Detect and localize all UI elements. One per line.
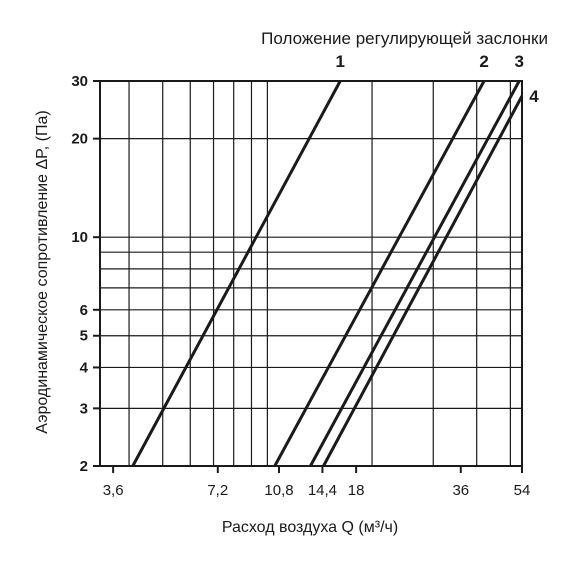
series-line-3 — [309, 80, 521, 467]
series-line-1 — [131, 80, 342, 467]
x-axis-ticks: 3,6 7,2 10,8 14,4 18 36 54 — [103, 466, 531, 499]
x-tick-label: 54 — [514, 482, 531, 499]
x-tick-label: 36 — [452, 482, 469, 499]
x-axis-title: Расход воздуха Q (м³/ч) — [222, 519, 398, 536]
x-tick-label: 10,8 — [264, 482, 293, 499]
x-tick-label: 18 — [348, 482, 365, 499]
y-axis-title: Аэродинамическое сопротивление ΔP, (Па) — [34, 110, 51, 433]
series-label-2: 2 — [479, 52, 488, 71]
series-label-1: 1 — [335, 52, 344, 71]
series-label-3: 3 — [514, 52, 523, 71]
series-line-4 — [322, 95, 524, 467]
y-tick-label: 30 — [71, 73, 88, 90]
y-tick-label: 3 — [80, 400, 88, 417]
series-label-4: 4 — [529, 87, 539, 106]
series-line-2 — [273, 80, 486, 467]
x-tick-label: 3,6 — [103, 482, 124, 499]
y-tick-label: 20 — [71, 131, 88, 148]
x-tick-label: 7,2 — [207, 482, 228, 499]
series-lines — [131, 80, 524, 467]
grid — [100, 81, 522, 466]
y-tick-label: 10 — [71, 229, 88, 246]
chart-title: Положение регулирующей заслонки — [261, 29, 548, 48]
x-tick-label: 14,4 — [308, 482, 337, 499]
y-tick-label: 2 — [80, 458, 88, 475]
y-axis-ticks: 2 3 4 5 6 10 20 30 — [71, 73, 100, 475]
series-labels: 1 2 34 — [335, 52, 539, 106]
y-tick-label: 5 — [80, 328, 88, 345]
y-tick-label: 4 — [80, 359, 89, 376]
y-tick-label: 6 — [80, 302, 88, 319]
